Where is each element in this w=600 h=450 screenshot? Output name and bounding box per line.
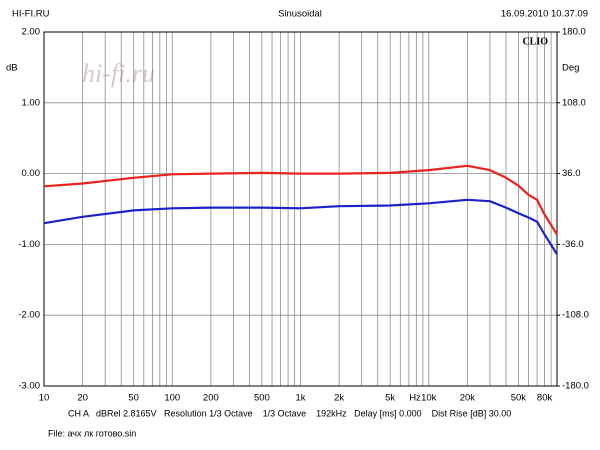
y2-tick-label: 36.0: [562, 168, 581, 179]
series-line: [43, 198, 558, 255]
x-tick-label: 100: [164, 393, 180, 404]
footer-line: CH A dBRel 2.8165V Resolution 1/3 Octave…: [68, 408, 511, 418]
x-axis-label: Hz: [409, 393, 421, 404]
x-tick-label: 1k: [295, 393, 305, 404]
footer-line: File: ачх лк готово.sin: [48, 428, 136, 438]
header-right: 16.09.2010 10.37.09: [501, 9, 588, 20]
brand: CLIO: [522, 36, 548, 47]
y-tick-label: -3.00: [18, 381, 40, 392]
y-tick-label: -1.00: [18, 239, 40, 250]
x-tick-label: 20: [77, 393, 88, 404]
x-tick-label: 10: [39, 393, 50, 404]
x-tick-label: 50k: [511, 393, 527, 404]
y2-axis-label: Deg: [562, 63, 579, 74]
x-tick-label: 200: [203, 393, 219, 404]
watermark: hi-fi.ru: [82, 59, 155, 88]
y-tick-label: -2.00: [18, 310, 40, 321]
y-tick-label: 2.00: [22, 27, 41, 38]
plot-frame: [43, 31, 558, 387]
x-tick-label: 5k: [385, 393, 395, 404]
x-tick-label: 80k: [537, 393, 553, 404]
header-left: HI-FI.RU: [12, 9, 50, 20]
y2-tick-label: 108.0: [562, 97, 586, 108]
x-tick-label: 20k: [460, 393, 476, 404]
y-axis-label: dB: [6, 63, 18, 74]
chart-title: Sinusoidal: [278, 9, 322, 20]
x-tick-label: 50: [128, 393, 139, 404]
y-tick-label: 0.00: [22, 168, 41, 179]
x-tick-label: 500: [254, 393, 270, 404]
x-tick-label: 2k: [334, 393, 344, 404]
y2-tick-label: -36.0: [562, 239, 584, 250]
series-line: [43, 164, 558, 236]
x-tick-label: 10k: [421, 393, 437, 404]
y2-tick-label: -108.0: [562, 310, 589, 321]
y-tick-label: 1.00: [22, 97, 41, 108]
y2-tick-label: 180.0: [562, 27, 586, 38]
y2-tick-label: -180.0: [562, 381, 589, 392]
